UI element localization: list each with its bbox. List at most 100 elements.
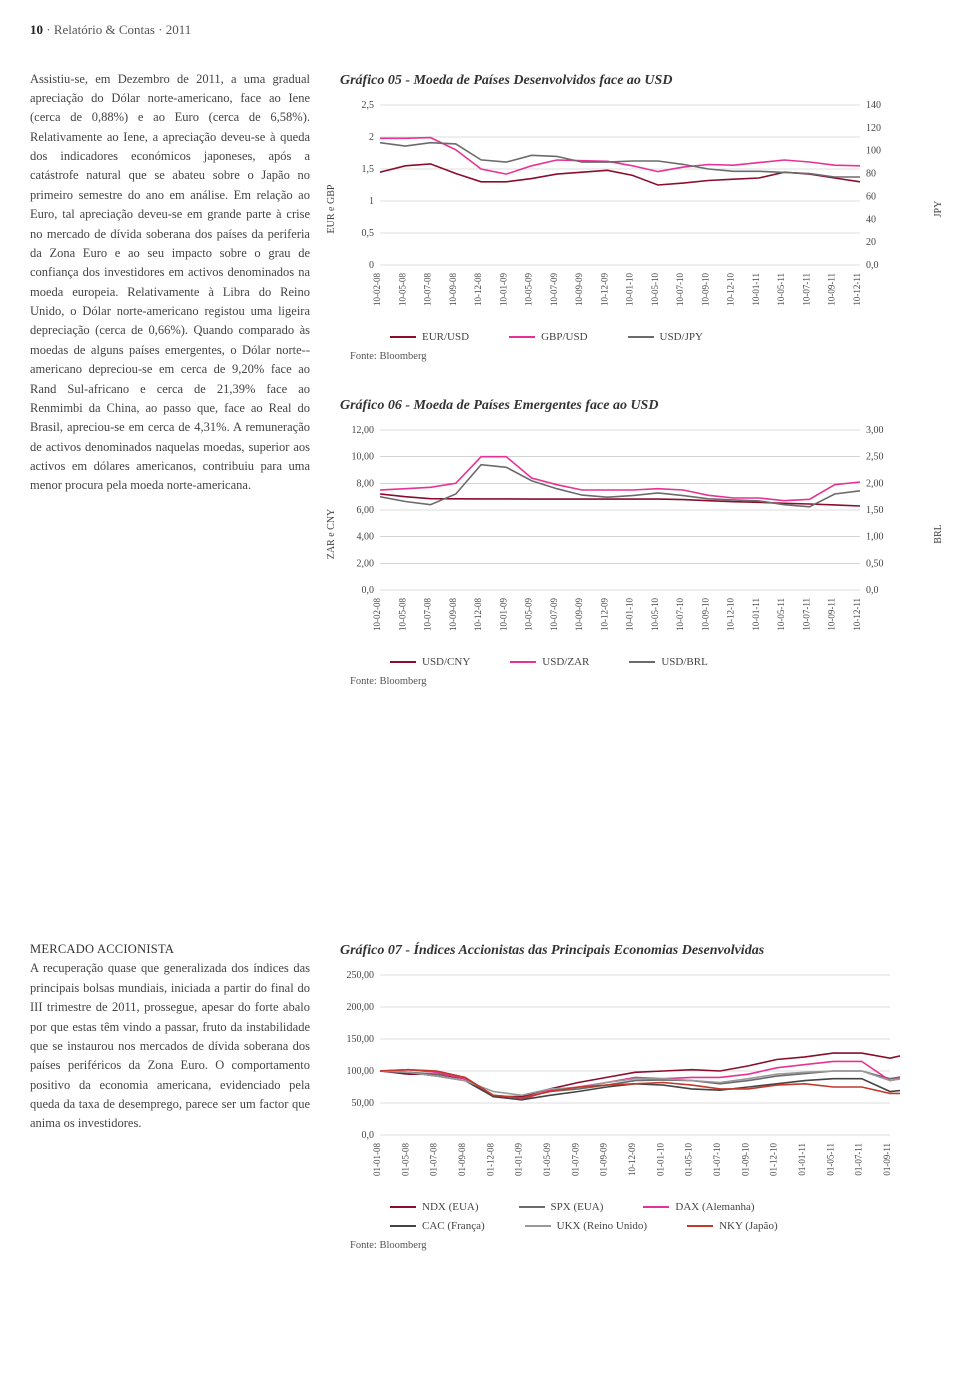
svg-text:40: 40 bbox=[866, 214, 876, 225]
legend-item: CAC (França) bbox=[390, 1218, 485, 1235]
chart-07: Gráfico 07 - Índices Accionistas das Pri… bbox=[340, 940, 930, 1254]
svg-text:50,00: 50,00 bbox=[352, 1098, 375, 1109]
svg-text:10-07-09: 10-07-09 bbox=[549, 272, 559, 305]
svg-text:01-05-09: 01-05-09 bbox=[542, 1143, 552, 1176]
svg-text:250,00: 250,00 bbox=[347, 970, 375, 981]
chart-05-svg: 00,511,522,50,02040608010012014010-02-08… bbox=[340, 99, 900, 319]
svg-text:10-12-11: 10-12-11 bbox=[852, 598, 862, 631]
svg-text:0,0: 0,0 bbox=[362, 1130, 375, 1141]
svg-text:10-05-11: 10-05-11 bbox=[776, 273, 786, 306]
svg-text:8,00: 8,00 bbox=[357, 478, 375, 489]
svg-text:10-07-11: 10-07-11 bbox=[801, 598, 811, 631]
svg-text:10-01-11: 10-01-11 bbox=[751, 273, 761, 306]
svg-text:10-12-09: 10-12-09 bbox=[627, 1143, 637, 1176]
legend-item: NKY (Japão) bbox=[687, 1218, 778, 1235]
chart-05-legend: EUR/USD GBP/USD USD/JPY bbox=[390, 329, 930, 346]
svg-text:10,00: 10,00 bbox=[352, 451, 375, 462]
svg-text:01-01-10: 01-01-10 bbox=[655, 1143, 665, 1176]
svg-text:10-05-11: 10-05-11 bbox=[776, 598, 786, 631]
svg-text:10-09-10: 10-09-10 bbox=[700, 272, 710, 305]
svg-text:20: 20 bbox=[866, 237, 876, 248]
svg-text:10-01-09: 10-01-09 bbox=[498, 597, 508, 630]
svg-text:10-09-08: 10-09-08 bbox=[448, 272, 458, 305]
svg-text:10-01-09: 10-01-09 bbox=[498, 272, 508, 305]
legend-item: SPX (EUA) bbox=[519, 1199, 604, 1216]
chart-07-legend-row1: NDX (EUA) SPX (EUA) DAX (Alemanha) bbox=[390, 1199, 930, 1216]
legend-item: UKX (Reino Unido) bbox=[525, 1218, 647, 1235]
chart-07-legend-row2: CAC (França) UKX (Reino Unido) NKY (Japão) bbox=[390, 1218, 930, 1235]
svg-text:10-12-08: 10-12-08 bbox=[473, 272, 483, 305]
svg-text:0,50: 0,50 bbox=[866, 558, 884, 569]
paragraph-2-body: A recuperação quase que generalizada dos… bbox=[30, 961, 310, 1130]
svg-text:10-05-08: 10-05-08 bbox=[397, 597, 407, 630]
legend-item: USD/JPY bbox=[628, 329, 703, 346]
svg-text:6,00: 6,00 bbox=[357, 505, 375, 516]
svg-text:01-09-11: 01-09-11 bbox=[882, 1143, 892, 1176]
chart-07-title: Gráfico 07 - Índices Accionistas das Pri… bbox=[340, 940, 930, 961]
svg-text:0,0: 0,0 bbox=[866, 260, 879, 271]
svg-text:10-01-11: 10-01-11 bbox=[751, 598, 761, 631]
svg-text:10-07-08: 10-07-08 bbox=[423, 597, 433, 630]
chart-06-svg: 0,02,004,006,008,0010,0012,000,00,501,00… bbox=[340, 424, 900, 644]
svg-text:2,00: 2,00 bbox=[866, 478, 884, 489]
svg-text:01-01-09: 01-01-09 bbox=[514, 1143, 524, 1176]
svg-text:10-12-09: 10-12-09 bbox=[599, 272, 609, 305]
svg-text:10-07-08: 10-07-08 bbox=[423, 272, 433, 305]
legend-item: EUR/USD bbox=[390, 329, 469, 346]
svg-text:10-07-10: 10-07-10 bbox=[675, 597, 685, 630]
svg-text:3,00: 3,00 bbox=[866, 425, 884, 436]
svg-text:10-05-09: 10-05-09 bbox=[524, 272, 534, 305]
legend-item: USD/CNY bbox=[390, 654, 470, 671]
legend-item: GBP/USD bbox=[509, 329, 587, 346]
svg-text:10-09-11: 10-09-11 bbox=[827, 598, 837, 631]
svg-text:01-12-10: 01-12-10 bbox=[769, 1143, 779, 1176]
svg-text:10-05-10: 10-05-10 bbox=[650, 272, 660, 305]
svg-text:200,00: 200,00 bbox=[347, 1002, 375, 1013]
svg-text:120: 120 bbox=[866, 122, 881, 133]
svg-text:10-01-10: 10-01-10 bbox=[625, 272, 635, 305]
svg-text:10-12-08: 10-12-08 bbox=[473, 597, 483, 630]
svg-text:60: 60 bbox=[866, 191, 876, 202]
svg-text:10-12-10: 10-12-10 bbox=[726, 597, 736, 630]
paragraph-1: Assistiu-se, em Dezembro de 2011, a uma … bbox=[30, 70, 310, 496]
svg-text:01-01-08: 01-01-08 bbox=[372, 1143, 382, 1176]
svg-text:01-09-10: 01-09-10 bbox=[740, 1143, 750, 1176]
svg-text:100: 100 bbox=[866, 145, 881, 156]
legend-item: DAX (Alemanha) bbox=[643, 1199, 754, 1216]
chart-05-ylabel-left: EUR e GBP bbox=[324, 184, 339, 233]
chart-05-ylabel-right: JPY bbox=[931, 200, 946, 217]
svg-text:2,00: 2,00 bbox=[357, 558, 375, 569]
svg-text:10-05-08: 10-05-08 bbox=[397, 272, 407, 305]
svg-text:10-09-08: 10-09-08 bbox=[448, 597, 458, 630]
svg-text:10-05-10: 10-05-10 bbox=[650, 597, 660, 630]
svg-text:140: 140 bbox=[866, 100, 881, 111]
page-number: 10 bbox=[30, 22, 43, 37]
svg-text:10-09-10: 10-09-10 bbox=[700, 597, 710, 630]
svg-text:10-12-09: 10-12-09 bbox=[599, 597, 609, 630]
svg-text:100,00: 100,00 bbox=[347, 1066, 375, 1077]
chart-07-source: Fonte: Bloomberg bbox=[350, 1238, 930, 1254]
svg-text:10-07-09: 10-07-09 bbox=[549, 597, 559, 630]
svg-text:2,5: 2,5 bbox=[362, 100, 375, 111]
svg-text:10-05-09: 10-05-09 bbox=[524, 597, 534, 630]
svg-text:1,5: 1,5 bbox=[362, 164, 375, 175]
chart-05-title: Gráfico 05 - Moeda de Países Desenvolvid… bbox=[340, 70, 930, 91]
legend-item: USD/ZAR bbox=[510, 654, 589, 671]
svg-text:4,00: 4,00 bbox=[357, 531, 375, 542]
chart-06-title: Gráfico 06 - Moeda de Países Emergentes … bbox=[340, 395, 930, 416]
chart-06: Gráfico 06 - Moeda de Países Emergentes … bbox=[340, 395, 930, 690]
section-heading: MERCADO ACCIONISTA bbox=[30, 942, 174, 956]
chart-05-source: Fonte: Bloomberg bbox=[350, 349, 930, 365]
svg-text:01-09-09: 01-09-09 bbox=[599, 1143, 609, 1176]
svg-text:0: 0 bbox=[369, 260, 374, 271]
svg-text:12,00: 12,00 bbox=[352, 425, 375, 436]
svg-text:01-07-09: 01-07-09 bbox=[570, 1143, 580, 1176]
legend-item: NDX (EUA) bbox=[390, 1199, 479, 1216]
svg-text:2,50: 2,50 bbox=[866, 451, 884, 462]
svg-text:01-07-10: 01-07-10 bbox=[712, 1143, 722, 1176]
chart-05: Gráfico 05 - Moeda de Países Desenvolvid… bbox=[340, 70, 930, 365]
svg-text:2: 2 bbox=[369, 132, 374, 143]
svg-text:10-01-10: 10-01-10 bbox=[625, 597, 635, 630]
svg-text:80: 80 bbox=[866, 168, 876, 179]
svg-text:01-05-08: 01-05-08 bbox=[400, 1143, 410, 1176]
